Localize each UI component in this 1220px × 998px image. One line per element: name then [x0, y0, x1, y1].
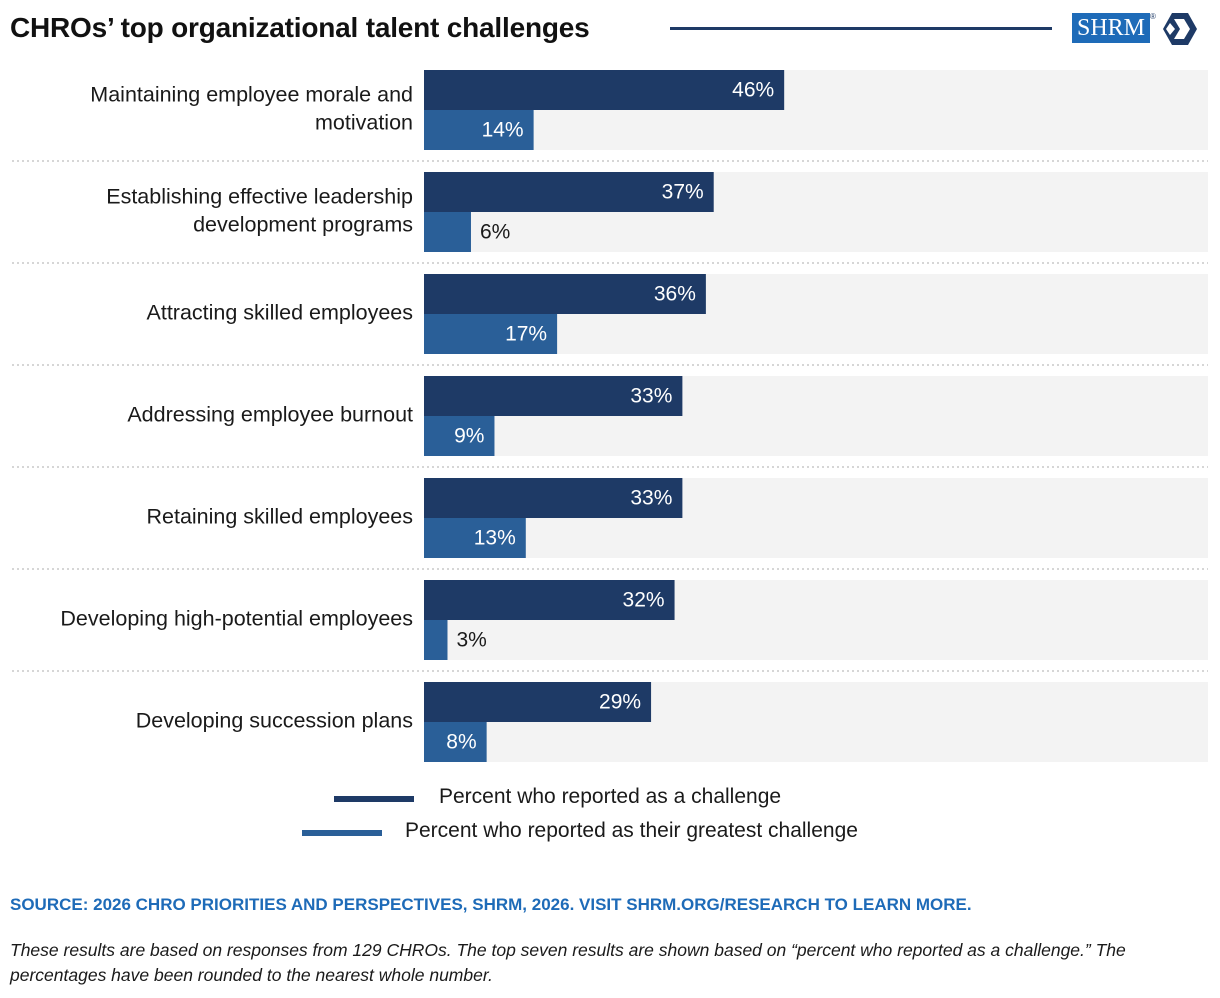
- data-label: 36%: [654, 283, 696, 306]
- data-label: 37%: [662, 181, 704, 204]
- data-label: 6%: [480, 221, 510, 244]
- bar-chart: Maintaining employee morale and motivatio…: [12, 70, 1208, 762]
- bar-greatest: [424, 212, 471, 252]
- footnote: These results are based on responses fro…: [10, 940, 1126, 985]
- category-label: Developing succession plans: [136, 709, 413, 733]
- bar-greatest: [424, 620, 448, 660]
- legend-swatch-challenge: [334, 796, 414, 802]
- data-label: 33%: [630, 487, 672, 510]
- category-label: Establishing effective leadership: [106, 185, 413, 209]
- legend-label-challenge: Percent who reported as a challenge: [439, 785, 782, 808]
- data-label: 3%: [456, 629, 486, 652]
- source-line: SOURCE: 2026 CHRO PRIORITIES AND PERSPEC…: [10, 895, 972, 914]
- bar-challenge: [424, 70, 785, 110]
- category-label: Retaining skilled employees: [146, 505, 413, 529]
- bar-challenge: [424, 580, 675, 620]
- shrm-emblem-icon: [1163, 13, 1197, 45]
- bar-greatest: [424, 110, 534, 150]
- data-label: 14%: [482, 119, 524, 142]
- bar-greatest: [424, 518, 526, 558]
- bar-greatest: [424, 416, 495, 456]
- category-label: motivation: [315, 111, 413, 135]
- shrm-logo-text: SHRM: [1072, 13, 1150, 43]
- data-label: 33%: [630, 385, 672, 408]
- data-label: 32%: [623, 589, 665, 612]
- bar-greatest: [424, 314, 558, 354]
- bar-challenge: [424, 478, 683, 518]
- bar-challenge: [424, 682, 652, 722]
- bar-greatest: [424, 722, 487, 762]
- bar-challenge: [424, 376, 683, 416]
- bar-challenge: [424, 172, 714, 212]
- data-label: 9%: [454, 425, 484, 448]
- category-label: Attracting skilled employees: [147, 301, 413, 325]
- data-label: 29%: [599, 691, 641, 714]
- category-label: development programs: [193, 213, 413, 237]
- data-label: 17%: [505, 323, 547, 346]
- category-label: Addressing employee burnout: [127, 403, 413, 427]
- bar-challenge: [424, 274, 706, 314]
- data-label: 13%: [474, 527, 516, 550]
- legend-swatch-greatest: [302, 830, 382, 836]
- category-label: Maintaining employee morale and: [90, 83, 413, 107]
- legend-label-greatest: Percent who reported as their greatest c…: [405, 819, 858, 842]
- chart-title: CHROs’ top organizational talent challen…: [10, 12, 590, 43]
- data-label: 46%: [732, 79, 774, 102]
- title-rule: [670, 27, 1052, 30]
- category-label: Developing high-potential employees: [60, 607, 413, 631]
- registered-mark: ®: [1150, 12, 1156, 21]
- shrm-logo: SHRM ®: [1072, 12, 1212, 46]
- data-label: 8%: [446, 731, 476, 754]
